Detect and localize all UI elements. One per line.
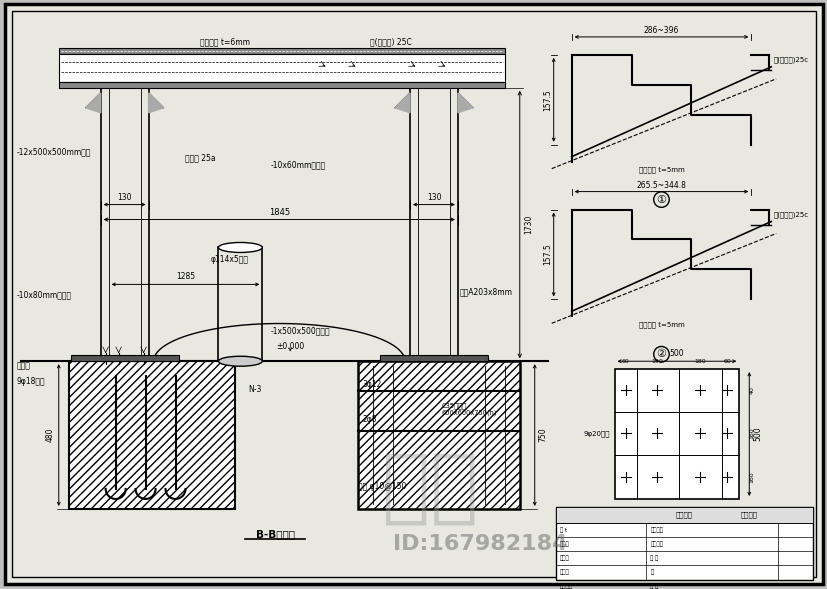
Text: 9φ20钢板: 9φ20钢板 [582,431,609,438]
Text: 箍筋 φ10@150: 箍筋 φ10@150 [358,482,406,491]
Text: φ114x5圆管: φ114x5圆管 [210,255,248,264]
Text: 40: 40 [748,386,753,394]
Text: 审订人: 审订人 [559,569,569,575]
Text: 工 t: 工 t [559,527,566,532]
Text: 9φ18钢筋: 9φ18钢筋 [17,377,45,386]
Text: 2φ8: 2φ8 [361,415,376,423]
Text: 槽(角钢制) 25C: 槽(角钢制) 25C [370,38,411,47]
Text: 160: 160 [748,471,753,483]
Text: C35混凝土
600x600x750(h): C35混凝土 600x600x750(h) [442,402,497,416]
Bar [358,361,519,509]
Text: 木 院: 木 院 [650,555,658,561]
Text: 铺沙找坡 t=6mm: 铺沙找坡 t=6mm [200,38,250,47]
Text: 157.5: 157.5 [542,89,551,111]
Text: 民 编: 民 编 [650,583,658,588]
Text: 60: 60 [723,359,730,364]
Text: 技术编号: 技术编号 [559,583,572,588]
Text: 槽(角钢制)25c: 槽(角钢制)25c [772,211,807,218]
Text: 日工期: 日工期 [559,555,569,561]
Text: 角钢制 25a: 角钢制 25a [185,153,216,162]
Text: 钢柱架: 钢柱架 [17,362,31,370]
Text: 286~396: 286~396 [643,26,678,35]
Bar [70,355,179,361]
Text: 来: 来 [650,569,653,575]
Text: 130: 130 [117,193,131,201]
Text: 60: 60 [621,359,629,364]
Text: 180: 180 [694,359,705,364]
Text: 水工图期: 水工图期 [650,527,662,532]
Text: 钢结构人: 钢结构人 [650,541,662,547]
Text: 480: 480 [45,428,55,442]
Text: 500: 500 [753,427,762,441]
Text: 铺沙找坡 t=5mm: 铺沙找坡 t=5mm [638,166,684,173]
Bar [555,507,812,580]
Bar [59,48,504,54]
Text: 3φ12: 3φ12 [361,380,381,389]
Text: B-B剖面图: B-B剖面图 [256,529,294,539]
Polygon shape [394,93,409,112]
Text: 750: 750 [538,428,547,442]
Text: ID:167982184: ID:167982184 [392,534,566,554]
Text: ②: ② [656,349,666,359]
Text: 工程图纸: 工程图纸 [739,512,757,518]
Text: N-3: N-3 [248,385,261,393]
Text: 水工图纸: 水工图纸 [675,512,692,518]
Bar [69,361,235,509]
Text: 157.5: 157.5 [542,244,551,265]
Text: 1730: 1730 [523,215,532,234]
Text: 500: 500 [669,349,683,358]
Text: 钢板A203x8mm: 钢板A203x8mm [459,287,512,296]
Text: 成品号: 成品号 [559,541,569,547]
Text: 槽(角钢制)25c: 槽(角钢制)25c [772,57,807,63]
Polygon shape [86,93,101,112]
Text: ±0.000: ±0.000 [276,342,304,351]
Polygon shape [457,93,472,112]
Text: 130: 130 [426,193,441,201]
Bar [59,54,504,82]
Text: 160: 160 [748,427,753,439]
Text: -10x80mm连接板: -10x80mm连接板 [17,290,72,299]
Text: -1x500x500垫脚板: -1x500x500垫脚板 [270,327,329,336]
Text: 190: 190 [651,359,662,364]
Text: 知末: 知末 [381,450,478,528]
Text: 265.5~344.8: 265.5~344.8 [636,181,686,190]
Ellipse shape [218,243,262,253]
Bar [614,369,739,499]
Text: 1845: 1845 [269,207,289,217]
Bar [555,507,812,523]
Text: 1285: 1285 [175,272,195,282]
Ellipse shape [218,356,262,366]
Polygon shape [148,93,164,112]
Bar [59,82,504,88]
Bar [380,355,487,361]
Text: ①: ① [656,194,666,204]
Text: -12x500x500mm钢板: -12x500x500mm钢板 [17,147,91,156]
Text: 铺沙找坡 t=5mm: 铺沙找坡 t=5mm [638,321,684,327]
Text: -10x60mm连接板: -10x60mm连接板 [270,160,325,169]
